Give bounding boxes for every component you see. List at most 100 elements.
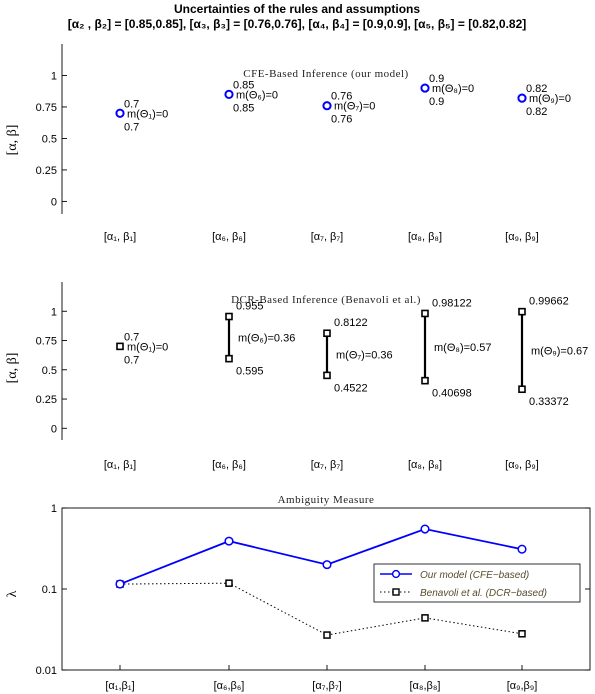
dcr-upper-marker <box>421 309 429 318</box>
cfe-y-tick-label: 0.75 <box>36 102 57 114</box>
cfe-upper-value-label: 0.85 <box>233 79 254 91</box>
cfe-mass-label: m(Θ₇)=0 <box>334 101 375 113</box>
cfe-x-tick-label: [α₇, β₇] <box>311 231 343 243</box>
cfe-lower-value-label: 0.82 <box>526 106 547 118</box>
dcr-marks: 0 0.25 0.5 0.75 1 [α₁, β₁] [α₆, β₆] [α₇, β₇] [α₈… <box>36 296 589 471</box>
dcr-x-tick-label: [α₆, β₆] <box>212 459 246 471</box>
ambiguity-panel-title: Ambiguity Measure <box>278 494 375 506</box>
dcr-y-tick-label: 1 <box>51 306 57 318</box>
dcr-x-tick-label: [α₁, β₁] <box>104 459 136 471</box>
dcr-lower-value-label: 0.33372 <box>529 396 569 408</box>
cfe-y-axis-label: [α, β] <box>5 125 20 156</box>
cfe-series-point <box>224 536 234 546</box>
dcr-y-axis-label: [α, β] <box>5 353 20 384</box>
cfe-lower-value-label: 0.76 <box>331 114 352 126</box>
figure-subtitle: [α₂ , β₂] = [0.85,0.85], [α₃, β₃] = [0.7… <box>68 17 527 31</box>
dcr-x-tick-label: [α₇, β₇] <box>311 459 343 471</box>
dcr-mass-label: m(Θ₆)=0.36 <box>238 333 295 345</box>
cfe-point-marker <box>115 108 125 118</box>
cfe-upper-value-label: 0.76 <box>331 91 352 103</box>
cfe-point-marker <box>322 101 332 111</box>
cfe-mass-label: m(Θ₈)=0 <box>432 83 474 95</box>
cfe-series-point <box>115 579 125 589</box>
cfe-series-point <box>517 544 527 554</box>
dcr-panel-title: DCR-Based Inference (Benavoli et al.) <box>231 294 421 306</box>
dcr-series-line <box>119 582 523 636</box>
dcr-lower-value-label: 0.595 <box>236 366 264 378</box>
cfe-point-marker <box>517 93 527 103</box>
dcr-panel: DCR-Based Inference (Benavoli et al.) [α… <box>5 282 588 471</box>
cfe-mass-label: m(Θ₁)=0 <box>127 108 168 120</box>
dcr-series-point <box>225 579 233 587</box>
dcr-upper-value-label: 0.7 <box>124 331 139 343</box>
ambiguity-y-tick-label: 0.1 <box>42 584 57 596</box>
ambiguity-x-tick-label: [α₁,β₁] <box>105 680 134 692</box>
dcr-upper-marker <box>518 307 526 316</box>
dcr-mass-label: m(Θ₉)=0.67 <box>531 345 588 357</box>
cfe-series-point <box>322 560 332 570</box>
ambiguity-x-tick-label: [α₇,β₇] <box>312 680 341 692</box>
dcr-lower-value-label: 0.4522 <box>334 382 368 394</box>
dcr-mass-label: m(Θ₈)=0.57 <box>434 342 491 354</box>
cfe-upper-value-label: 0.82 <box>526 83 547 95</box>
cfe-x-tick-label: [α₁, β₁] <box>104 231 136 243</box>
ambiguity-y-tick-label: 1 <box>51 503 57 515</box>
dcr-lower-value-label: 0.7 <box>124 354 139 366</box>
dcr-lower-marker <box>323 371 331 380</box>
dcr-point-marker <box>116 342 124 351</box>
dcr-upper-value-label: 0.98122 <box>432 297 472 309</box>
ambiguity-marks: 0.01 0.1 1 [α₁,β₁] [α₆,β₆] [α₇,β₇] [α₈,β₈] [α₉,… <box>36 503 590 692</box>
ambiguity-y-tick-label: 0.01 <box>36 665 57 677</box>
dcr-lower-marker <box>421 376 429 385</box>
dcr-y-tick-label: 0.5 <box>42 365 57 377</box>
legend: Our model (CFE−based) Benavoli et al. (D… <box>373 563 581 603</box>
dcr-mass-label: m(Θ₁)=0 <box>127 341 168 353</box>
cfe-y-tick-label: 0.25 <box>36 165 57 177</box>
dcr-lower-marker <box>225 354 233 363</box>
ambiguity-y-axis-label: λ <box>5 590 20 597</box>
cfe-point-marker <box>420 83 430 93</box>
cfe-lower-value-label: 0.9 <box>429 96 444 108</box>
figure-title: Uncertainties of the rules and assumptio… <box>174 2 420 16</box>
legend-square-marker <box>392 588 400 596</box>
cfe-point-marker <box>224 89 234 99</box>
ambiguity-panel: Ambiguity Measure λ 0.01 0.1 1 [α₁,β₁] [α₆,β… <box>5 494 591 692</box>
dcr-y-tick-label: 0.75 <box>36 336 57 348</box>
legend-box <box>373 563 581 603</box>
cfe-panel-title: CFE-Based Inference (our model) <box>243 68 408 80</box>
legend-circle-marker <box>391 569 401 579</box>
cfe-marks: 0 0.25 0.5 0.75 1 [α₁, β₁] [α₆, β₆] [α₇, β₇] [α₈… <box>36 70 571 243</box>
dcr-lower-value-label: 0.40698 <box>432 388 472 400</box>
legend-entry-cfe: Our model (CFE−based) <box>420 570 529 581</box>
legend-entry-dcr: Benavoli et al. (DCR−based) <box>420 588 547 599</box>
dcr-upper-value-label: 0.99662 <box>529 296 569 308</box>
dcr-x-tick-label: [α₉, β₉] <box>505 459 539 471</box>
cfe-plot-frame <box>62 44 590 214</box>
cfe-x-tick-label: [α₉, β₉] <box>505 231 539 243</box>
ambiguity-x-tick-label: [α₆,β₆] <box>214 680 245 692</box>
ambiguity-x-tick-label: [α₉,β₉] <box>507 680 538 692</box>
cfe-y-tick-label: 1 <box>51 70 57 82</box>
dcr-series-point <box>518 630 526 638</box>
cfe-upper-value-label: 0.7 <box>124 98 139 110</box>
dcr-y-tick-label: 0 <box>51 423 57 435</box>
cfe-mass-label: m(Θ₆)=0 <box>236 89 278 101</box>
ambiguity-x-tick-label: [α₈,β₈] <box>410 680 441 692</box>
cfe-y-tick-label: 0.5 <box>42 133 57 145</box>
dcr-x-tick-label: [α₈, β₈] <box>408 459 442 471</box>
dcr-lower-marker <box>518 385 526 394</box>
dcr-series-point <box>323 631 331 639</box>
cfe-panel: CFE-Based Inference (our model) [α, β] 0… <box>5 44 590 243</box>
dcr-upper-value-label: 0.8122 <box>334 317 368 329</box>
dcr-y-tick-label: 0.25 <box>36 394 57 406</box>
dcr-upper-marker <box>225 312 233 321</box>
dcr-upper-value-label: 0.955 <box>236 301 264 313</box>
cfe-series-point <box>420 524 430 534</box>
dcr-series-point <box>421 614 429 622</box>
cfe-x-tick-label: [α₆, β₆] <box>212 231 246 243</box>
cfe-y-tick-label: 0 <box>51 196 57 208</box>
cfe-upper-value-label: 0.9 <box>429 73 444 85</box>
cfe-mass-label: m(Θ₉)=0 <box>529 93 571 105</box>
cfe-lower-value-label: 0.85 <box>233 102 254 114</box>
